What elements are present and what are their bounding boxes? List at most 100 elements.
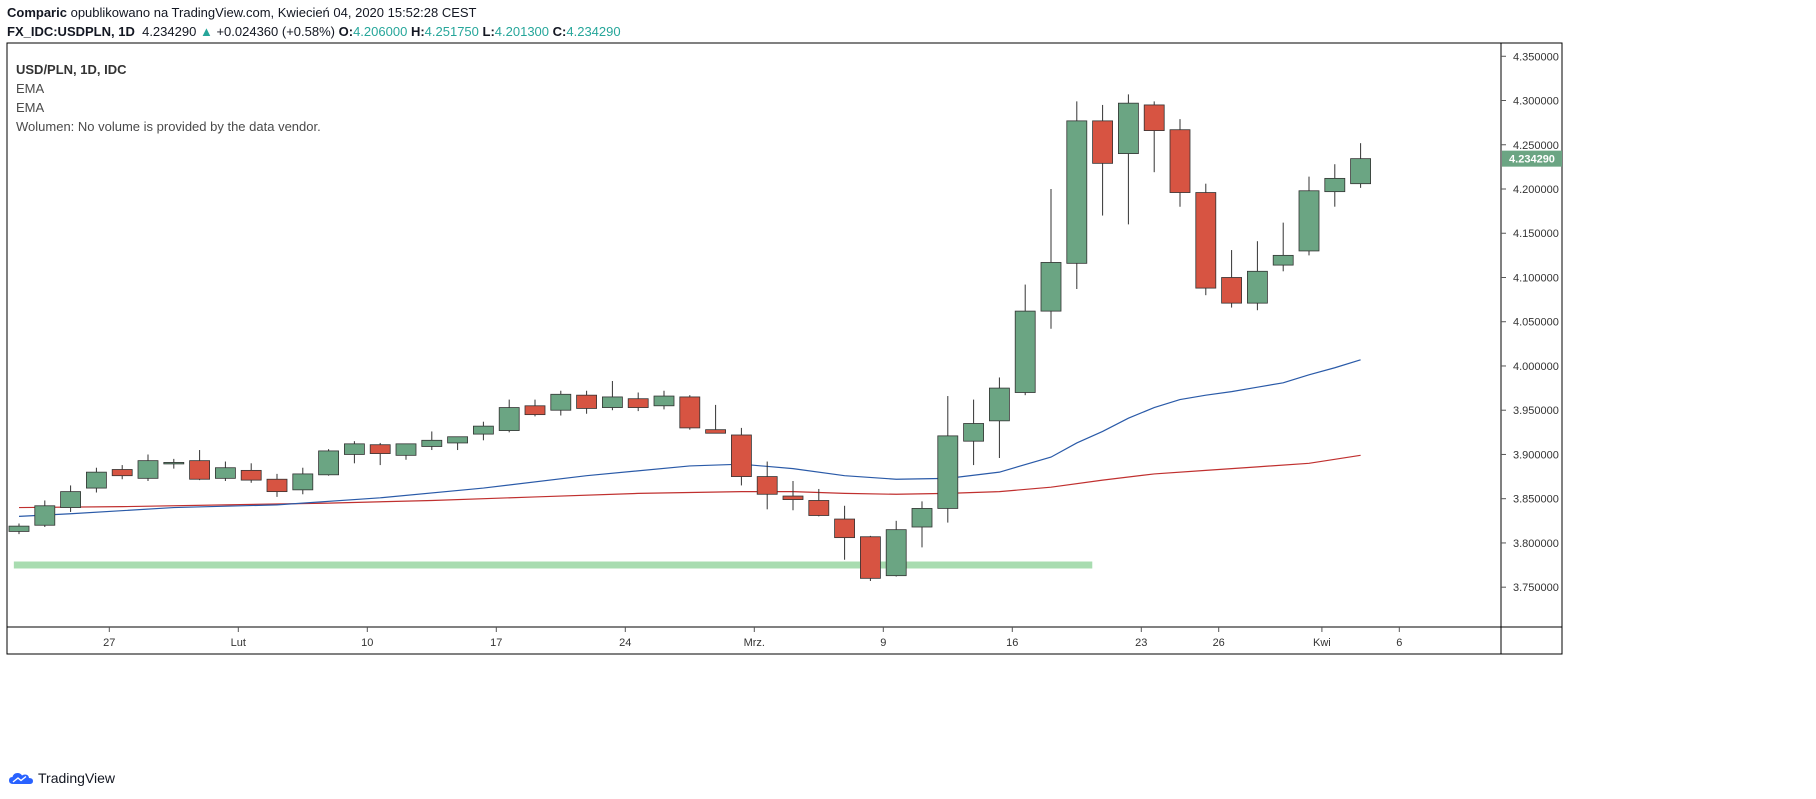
candle-body [1014,310,1036,393]
open-value: 4.206000 [353,24,408,39]
candle [782,481,804,511]
candle [1066,101,1088,289]
tradingview-logo[interactable]: TradingView [8,770,115,786]
candle-body [86,471,107,489]
candle-body [989,387,1010,422]
ema-slow-line [18,454,1361,509]
candle [472,421,494,441]
legend-volume: Wolumen: No volume is provided by the da… [16,119,321,134]
candle-body [937,435,959,509]
candle-body [111,469,133,477]
candle [834,505,855,560]
candle-body [1247,270,1268,304]
candle-body [34,505,56,526]
candle-body [524,405,546,416]
x-tick-label: 23 [1135,637,1147,649]
y-tick-label: 3.750000 [1513,582,1559,594]
legend-ema-1[interactable]: EMA [16,81,45,96]
candle [266,473,288,497]
candle [1092,104,1113,216]
candle-body [421,439,443,447]
candle-body [369,444,391,454]
candle-body [1195,192,1217,289]
candle-body [1221,277,1242,304]
candle-body [911,508,933,528]
candle [679,395,701,430]
last-price-tag [1502,150,1562,167]
candle [1040,189,1062,329]
chart-legend: USD/PLN, 1D, IDC EMA EMA Wolumen: No vol… [16,60,321,136]
candle [627,392,649,412]
x-tick-label: Mrz. [744,637,765,649]
author-name: Comparic [7,5,67,20]
candle [524,399,546,417]
candle-body [705,429,726,434]
candle [395,443,417,460]
candle [705,404,726,434]
ema-fast-line [18,359,1361,517]
candle [653,390,675,410]
x-tick-label: Kwi [1313,637,1331,649]
candle-body [343,443,365,455]
candle-body [1272,254,1294,266]
y-tick-label: 4.200000 [1513,184,1559,196]
candle-body [885,529,907,577]
candle [911,501,933,548]
candle-body [447,436,469,444]
candle [214,461,236,481]
publish-line: Comparic opublikowano na TradingView.com… [7,5,477,20]
legend-ema-2[interactable]: EMA [16,100,45,115]
y-tick-label: 3.900000 [1513,449,1559,461]
candle [550,390,572,416]
x-tick-label: 17 [490,637,502,649]
x-tick-label: 10 [361,637,373,649]
candle [498,399,520,433]
candle-body [1143,104,1165,131]
candle [343,441,365,464]
y-tick-label: 4.300000 [1513,96,1559,108]
y-tick-label: 4.000000 [1513,361,1559,373]
candle-body [189,460,211,480]
candle [1169,119,1191,207]
candle [937,396,959,523]
candle-body [214,467,236,479]
y-tick-label: 4.250000 [1513,140,1559,152]
candle-body [8,525,30,532]
candle-body [550,393,572,411]
high-value: 4.251750 [424,24,479,39]
candle-body [576,394,597,409]
candle [137,454,159,481]
last-price-tag-label: 4.234290 [1509,154,1555,166]
candle [1195,183,1217,296]
candle [1298,176,1320,256]
candle-body [240,469,262,481]
ohlc-line: FX_IDC:USDPLN, 1D 4.234290 ▲ +0.024360 (… [7,24,621,39]
candle-body [1066,120,1088,264]
x-tick-label: Lut [231,637,246,649]
y-tick-label: 4.050000 [1513,317,1559,329]
candle-body [782,495,804,500]
candle-body [627,398,649,408]
y-tick-label: 4.150000 [1513,228,1559,240]
candle [1324,164,1346,207]
candle [963,399,984,466]
candle [808,488,830,517]
candle-body [292,473,314,491]
symbol-label: FX_IDC:USDPLN, 1D [7,24,135,39]
candle-body [731,434,752,477]
close-value: 4.234290 [566,24,621,39]
candle [421,431,443,451]
x-tick-label: 26 [1213,637,1225,649]
candle-body [318,450,340,476]
candle [576,390,597,414]
candle [1014,284,1036,396]
x-tick-label: 27 [103,637,115,649]
candle-body [1350,158,1371,185]
candle [1350,143,1371,188]
tradingview-cloud-icon [9,773,33,784]
candle [163,458,185,469]
candle-body [1040,262,1062,312]
candle [1247,241,1268,311]
chart-frame [6,42,1563,655]
